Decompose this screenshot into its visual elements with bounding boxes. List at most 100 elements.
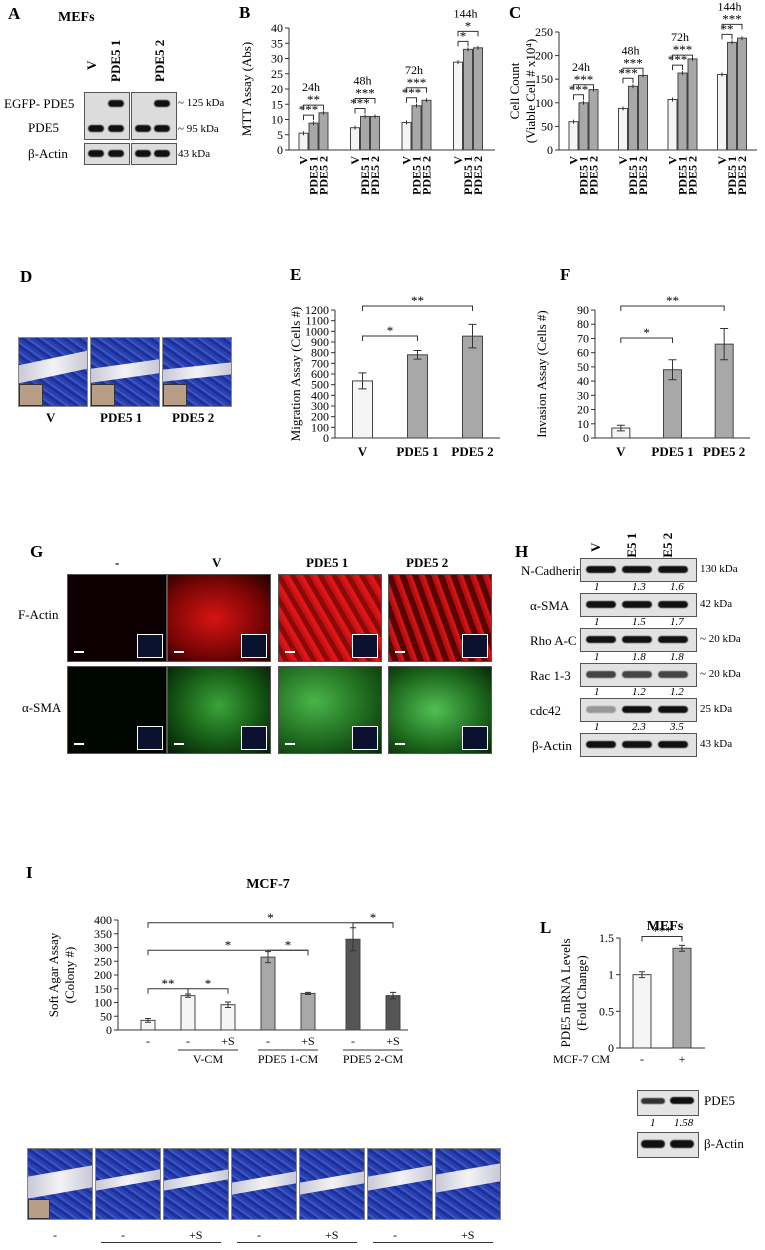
chartF-y-tick-label: 20 xyxy=(577,403,589,417)
panel-g-col-neg: - xyxy=(115,555,120,570)
chartC-group-label: 24h xyxy=(572,60,590,74)
chartE-y-tick-label: 100 xyxy=(311,420,329,434)
chartC-bar xyxy=(687,58,698,151)
chartB-pair2-bracket xyxy=(406,87,427,93)
chartC-group-label: 72h xyxy=(671,30,689,44)
panel-h-quant: 1 xyxy=(594,721,600,733)
chartC-group-label: 144h xyxy=(718,0,742,13)
chart-i-y-tick-label: 50 xyxy=(100,1009,112,1023)
chartF-y-tick-label: 40 xyxy=(577,374,589,388)
chartE-pair2-sig: ** xyxy=(411,293,424,308)
chartC-x-tick-label: PDE5 1 xyxy=(577,156,591,195)
chartC-bar xyxy=(578,102,589,151)
chartC-bar xyxy=(628,85,638,151)
chartE-x-tick-label: V xyxy=(358,444,368,459)
chartC-x-tick-label: PDE5 2 xyxy=(587,156,601,195)
panel-a-row-egfp: EGFP- PDE5 xyxy=(4,96,75,111)
chartB-pair2-sig: ** xyxy=(307,92,320,107)
wound-treatment-label: - xyxy=(53,1228,57,1242)
panel-a-row-actin: β-Actin xyxy=(28,146,68,161)
wound-treatment-label: - xyxy=(257,1228,261,1242)
chartB-x-tick-label: V xyxy=(400,156,414,165)
chartC-x-tick-label: PDE5 2 xyxy=(735,156,749,195)
chartC-bar xyxy=(717,73,727,151)
chartC-bar xyxy=(568,121,579,151)
chart-i-y-tick-label: 400 xyxy=(94,913,112,927)
chartC-pair1-bracket xyxy=(573,94,584,100)
fluor-factin-pde51 xyxy=(278,574,382,662)
chartC-x-tick-label: V xyxy=(715,156,729,165)
chartE-pair1-sig: * xyxy=(387,323,394,338)
panel-h-quant: 1.5 xyxy=(632,616,646,628)
chart-l-pair-bracket xyxy=(641,936,683,942)
chartE-pair2-bracket xyxy=(362,305,473,311)
panel-h-row-label: Rho A-C xyxy=(530,633,577,648)
blot-band xyxy=(658,741,688,748)
chart-l-y-tick-label: 0.5 xyxy=(599,1004,614,1018)
chartC-bar xyxy=(667,98,678,151)
panel-h-quant: 1.6 xyxy=(670,581,684,593)
blot-band xyxy=(586,741,616,748)
chartF-pair2-sig: ** xyxy=(666,293,679,308)
chartF-y-tick-label: 10 xyxy=(577,417,589,431)
panel-a-blot-2 xyxy=(131,92,177,140)
panel-a-size-125: ~ 125 kDa xyxy=(178,97,225,109)
chartE-errorbar xyxy=(413,350,422,360)
chart-l-errorbar xyxy=(679,944,685,952)
chartC-ylabel: Cell Count xyxy=(507,62,522,119)
panel-l-q-1: 1 xyxy=(650,1117,656,1129)
chartB-pair1-bracket xyxy=(457,40,469,47)
chart-i-errorbar xyxy=(225,1001,231,1008)
panel-h-size: ~ 20 kDa xyxy=(700,633,741,645)
wound-label-v: V xyxy=(46,410,56,425)
chartB-x-tick-label: V xyxy=(348,156,362,165)
chartB-pair1-bracket xyxy=(303,114,314,121)
panel-h-row-label: α-SMA xyxy=(530,598,570,613)
chart-i-x-tick-label: +S xyxy=(386,1034,399,1048)
blot-band xyxy=(658,706,688,713)
panel-letter: B xyxy=(239,3,250,22)
chart-i-x-tick-label: - xyxy=(266,1034,270,1048)
chart-i-x-tick-label: +S xyxy=(301,1034,314,1048)
chart-i-bar xyxy=(220,1004,236,1031)
chartB-group-label: 24h xyxy=(302,80,320,94)
wound-image-v xyxy=(18,337,88,407)
panel-a-lane-pde51: PDE5 1 xyxy=(108,39,123,82)
chart-c: C 0 50 100 150 200 250 Cell Count (Viable Cell #… xyxy=(507,0,757,195)
chartB-bar xyxy=(360,115,370,151)
chartE-bar xyxy=(407,354,428,439)
chartB-pair1-bracket xyxy=(354,107,366,114)
panel-g-row-factin: F-Actin xyxy=(18,607,59,622)
chart-l-y-tick-label: 1 xyxy=(608,968,614,982)
chart-i-pair-sig: * xyxy=(267,910,274,925)
chartB-bar xyxy=(401,122,412,151)
chartC-pair2-sig: *** xyxy=(574,72,594,87)
chart-i-ylabel: Soft Agar Assay xyxy=(46,932,61,1017)
chart-l-bar xyxy=(632,974,652,1049)
chartC-x-tick-label: V xyxy=(616,156,630,165)
chart-l-x-tick-label: + xyxy=(679,1052,686,1066)
chart-i-y-tick-label: 350 xyxy=(94,927,112,941)
panel-h-quant: 3.5 xyxy=(670,721,684,733)
chart-l-y-tick-label: 0 xyxy=(608,1041,614,1055)
panel-h-quant: 1 xyxy=(594,581,600,593)
chartF-x-tick-label: PDE5 1 xyxy=(651,444,693,459)
panel-h-quant: 1.8 xyxy=(670,651,684,663)
wound-image xyxy=(231,1148,297,1220)
chart-i-x-tick-label: - xyxy=(186,1034,190,1048)
chartE-y-tick-label: 200 xyxy=(311,410,329,424)
chart-l-x-tick-label: - xyxy=(640,1052,644,1066)
chartB-bar xyxy=(463,48,473,151)
chartB-bar xyxy=(370,115,380,151)
blot-band xyxy=(622,601,652,608)
chartB-pair2-bracket xyxy=(457,30,479,37)
chartC-y-tick-label: 200 xyxy=(535,49,553,63)
panel-a-size-43: 43 kDa xyxy=(178,148,211,160)
chartB-y-tick-label: 25 xyxy=(271,67,283,81)
chartE-y-tick-label: 500 xyxy=(311,378,329,392)
wound-treatment-label: - xyxy=(121,1228,125,1242)
fluor-factin-v xyxy=(167,574,271,662)
chart-i-group-label: PDE5 2-CM xyxy=(343,1052,404,1066)
